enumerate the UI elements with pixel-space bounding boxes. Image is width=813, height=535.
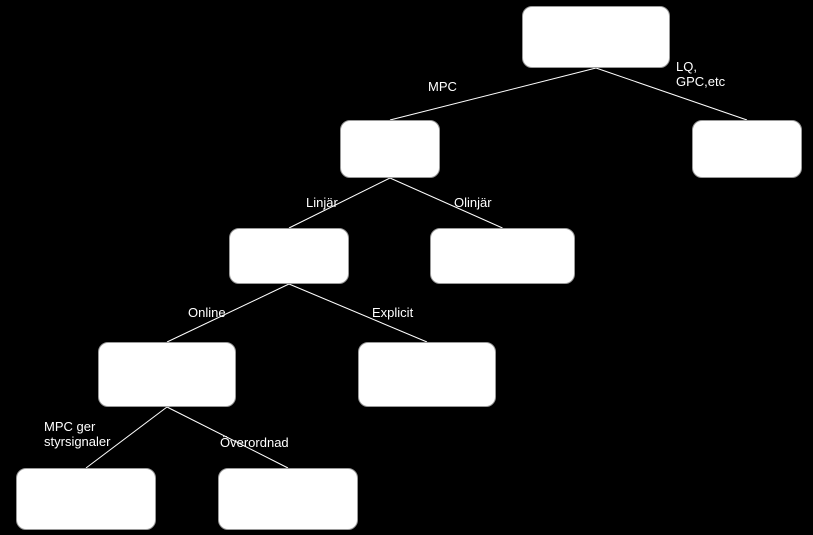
node-explicit <box>358 342 496 407</box>
node-lq <box>692 120 802 178</box>
edge-label-mpc-nonlinear: Olinjär <box>454 196 492 211</box>
edge-root-mpc <box>390 68 596 120</box>
node-nonlinear <box>430 228 575 284</box>
edge-linear-online <box>167 284 289 342</box>
edge-label-linear-online: Online <box>188 306 226 321</box>
node-overordnad <box>218 468 358 530</box>
edge-label-root-lq: LQ, GPC,etc <box>676 60 725 90</box>
node-linear <box>229 228 349 284</box>
edge-label-mpc-linear: Linjär <box>306 196 338 211</box>
edge-label-online-mpc_styr: MPC ger styrsignaler <box>44 420 110 450</box>
edge-mpc-linear <box>289 178 390 228</box>
node-root <box>522 6 670 68</box>
node-mpc_styr <box>16 468 156 530</box>
edge-label-linear-explicit: Explicit <box>372 306 413 321</box>
node-mpc <box>340 120 440 178</box>
edge-label-root-mpc: MPC <box>428 80 457 95</box>
node-online <box>98 342 236 407</box>
edge-label-online-overordnad: Överordnad <box>220 436 289 451</box>
